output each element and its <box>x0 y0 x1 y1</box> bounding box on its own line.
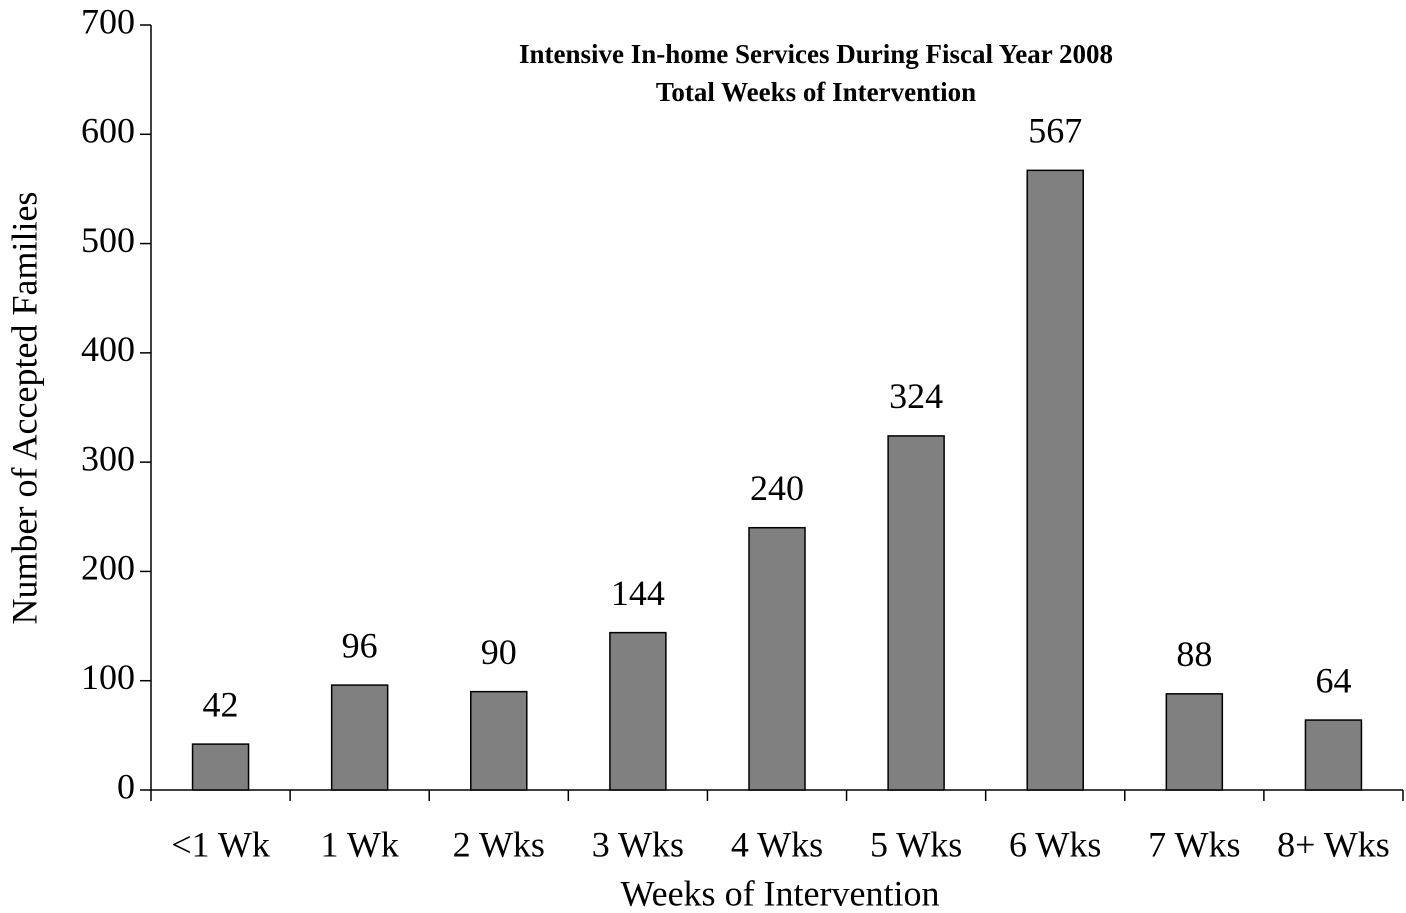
y-tick-label: 500 <box>81 220 135 260</box>
data-label: 64 <box>1315 660 1351 700</box>
x-tick-label: 2 Wks <box>453 824 545 864</box>
data-label: 42 <box>203 684 239 724</box>
bar <box>609 631 667 791</box>
bar <box>330 684 389 791</box>
data-label: 88 <box>1176 634 1212 674</box>
data-label: 324 <box>889 376 943 416</box>
y-tick-label: 0 <box>117 766 135 806</box>
x-tick-label: 5 Wks <box>870 824 962 864</box>
data-label: 90 <box>481 632 517 672</box>
x-tick-label: 6 Wks <box>1009 824 1101 864</box>
y-tick-label: 100 <box>81 657 135 697</box>
chart-subtitle: Total Weeks of Intervention <box>656 77 976 107</box>
bar <box>1304 719 1363 791</box>
bar <box>887 435 945 791</box>
chart-title: Intensive In-home Services During Fiscal… <box>519 39 1113 69</box>
bar <box>1165 693 1224 791</box>
x-tick-label: 7 Wks <box>1148 824 1240 864</box>
x-tick-label: <1 Wk <box>171 824 270 864</box>
y-tick-label: 400 <box>81 329 135 369</box>
x-axis-label: Weeks of Intervention <box>621 873 940 913</box>
x-tick-label: 4 Wks <box>731 824 823 864</box>
x-tick-label: 1 Wk <box>321 824 399 864</box>
y-tick-label: 600 <box>81 111 135 151</box>
y-tick-label: 300 <box>81 438 135 478</box>
y-tick-label: 200 <box>81 548 135 588</box>
bar <box>748 526 806 791</box>
data-label: 96 <box>342 625 378 665</box>
x-tick-label: 3 Wks <box>592 824 684 864</box>
data-label: 567 <box>1028 111 1082 151</box>
x-tick-label: 8+ Wks <box>1277 824 1390 864</box>
y-tick-label: 700 <box>81 1 135 41</box>
bar <box>470 690 528 791</box>
bar <box>191 743 250 791</box>
data-label: 240 <box>750 468 804 508</box>
bar <box>1026 169 1084 791</box>
data-label: 144 <box>611 573 665 613</box>
y-axis-label: Number of Accepted Families <box>4 192 44 625</box>
